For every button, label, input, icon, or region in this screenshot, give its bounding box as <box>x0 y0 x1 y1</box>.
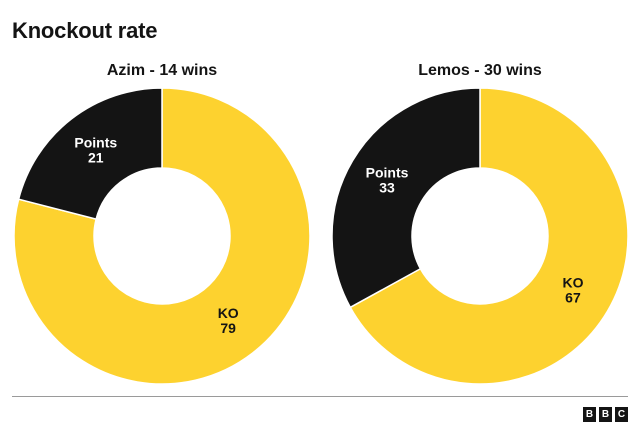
lemos-ko-label: KO <box>562 275 583 291</box>
footer-divider <box>12 396 628 397</box>
bbc-logo-letter: C <box>615 407 628 422</box>
lemos-chart-subtitle: Lemos - 30 wins <box>418 62 542 79</box>
lemos-slice-points <box>331 87 481 309</box>
bbc-logo: B B C <box>583 407 628 422</box>
bbc-logo-letter: B <box>599 407 612 422</box>
azim-ko-value: 79 <box>220 320 236 336</box>
lemos-slice-ko <box>349 87 629 385</box>
azim-points-value: 21 <box>88 149 104 165</box>
azim-chart-subtitle: Azim - 14 wins <box>106 62 218 79</box>
azim-points-label: Points <box>74 134 117 150</box>
lemos-ko-value: 67 <box>565 290 581 306</box>
page-title: Knockout rate <box>12 18 158 43</box>
bbc-logo-letter: B <box>583 407 596 422</box>
lemos-points-value: 33 <box>379 180 395 196</box>
azim-ko-label: KO <box>218 305 239 321</box>
lemos-points-label: Points <box>366 165 409 181</box>
azim-slice-points <box>17 87 163 221</box>
azim-slice-ko <box>13 87 311 385</box>
